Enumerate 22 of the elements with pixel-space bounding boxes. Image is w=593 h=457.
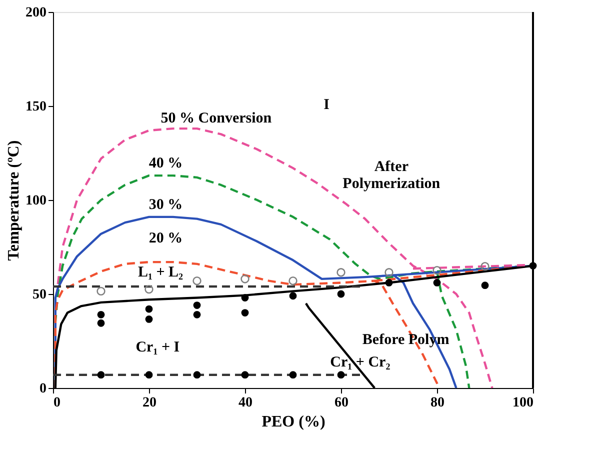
x-axis-title: PEO (%) <box>262 414 326 430</box>
y-tick-label: 50 <box>32 288 46 302</box>
y-axis-title: Temperature (ºC) <box>6 140 22 261</box>
annotation: 40 % <box>148 155 183 172</box>
annotation: After Polymerization <box>342 159 441 192</box>
y-tick-label: 200 <box>26 6 46 20</box>
x-tick-label: 60 <box>334 396 348 410</box>
y-tick-label: 100 <box>26 194 46 208</box>
annotation: 50 % Conversion <box>160 110 272 126</box>
annotation: 30 % <box>148 196 183 213</box>
annotation: I <box>324 97 330 114</box>
annotation: Cr₁ + Cr₂ <box>330 354 391 371</box>
x-tick-label: 40 <box>238 396 252 410</box>
annotation: Cr₁ + I <box>136 340 180 356</box>
y-tick-label: 150 <box>26 100 46 114</box>
x-tick-label: 20 <box>142 396 156 410</box>
y-tick-label: 0 <box>40 382 46 396</box>
x-tick-label: 100 <box>512 396 534 410</box>
x-tick-label: 0 <box>54 396 60 410</box>
x-tick-label: 80 <box>430 396 444 410</box>
annotation: 20 % <box>148 230 183 247</box>
annotation: L₁ + L₂ <box>138 264 184 280</box>
